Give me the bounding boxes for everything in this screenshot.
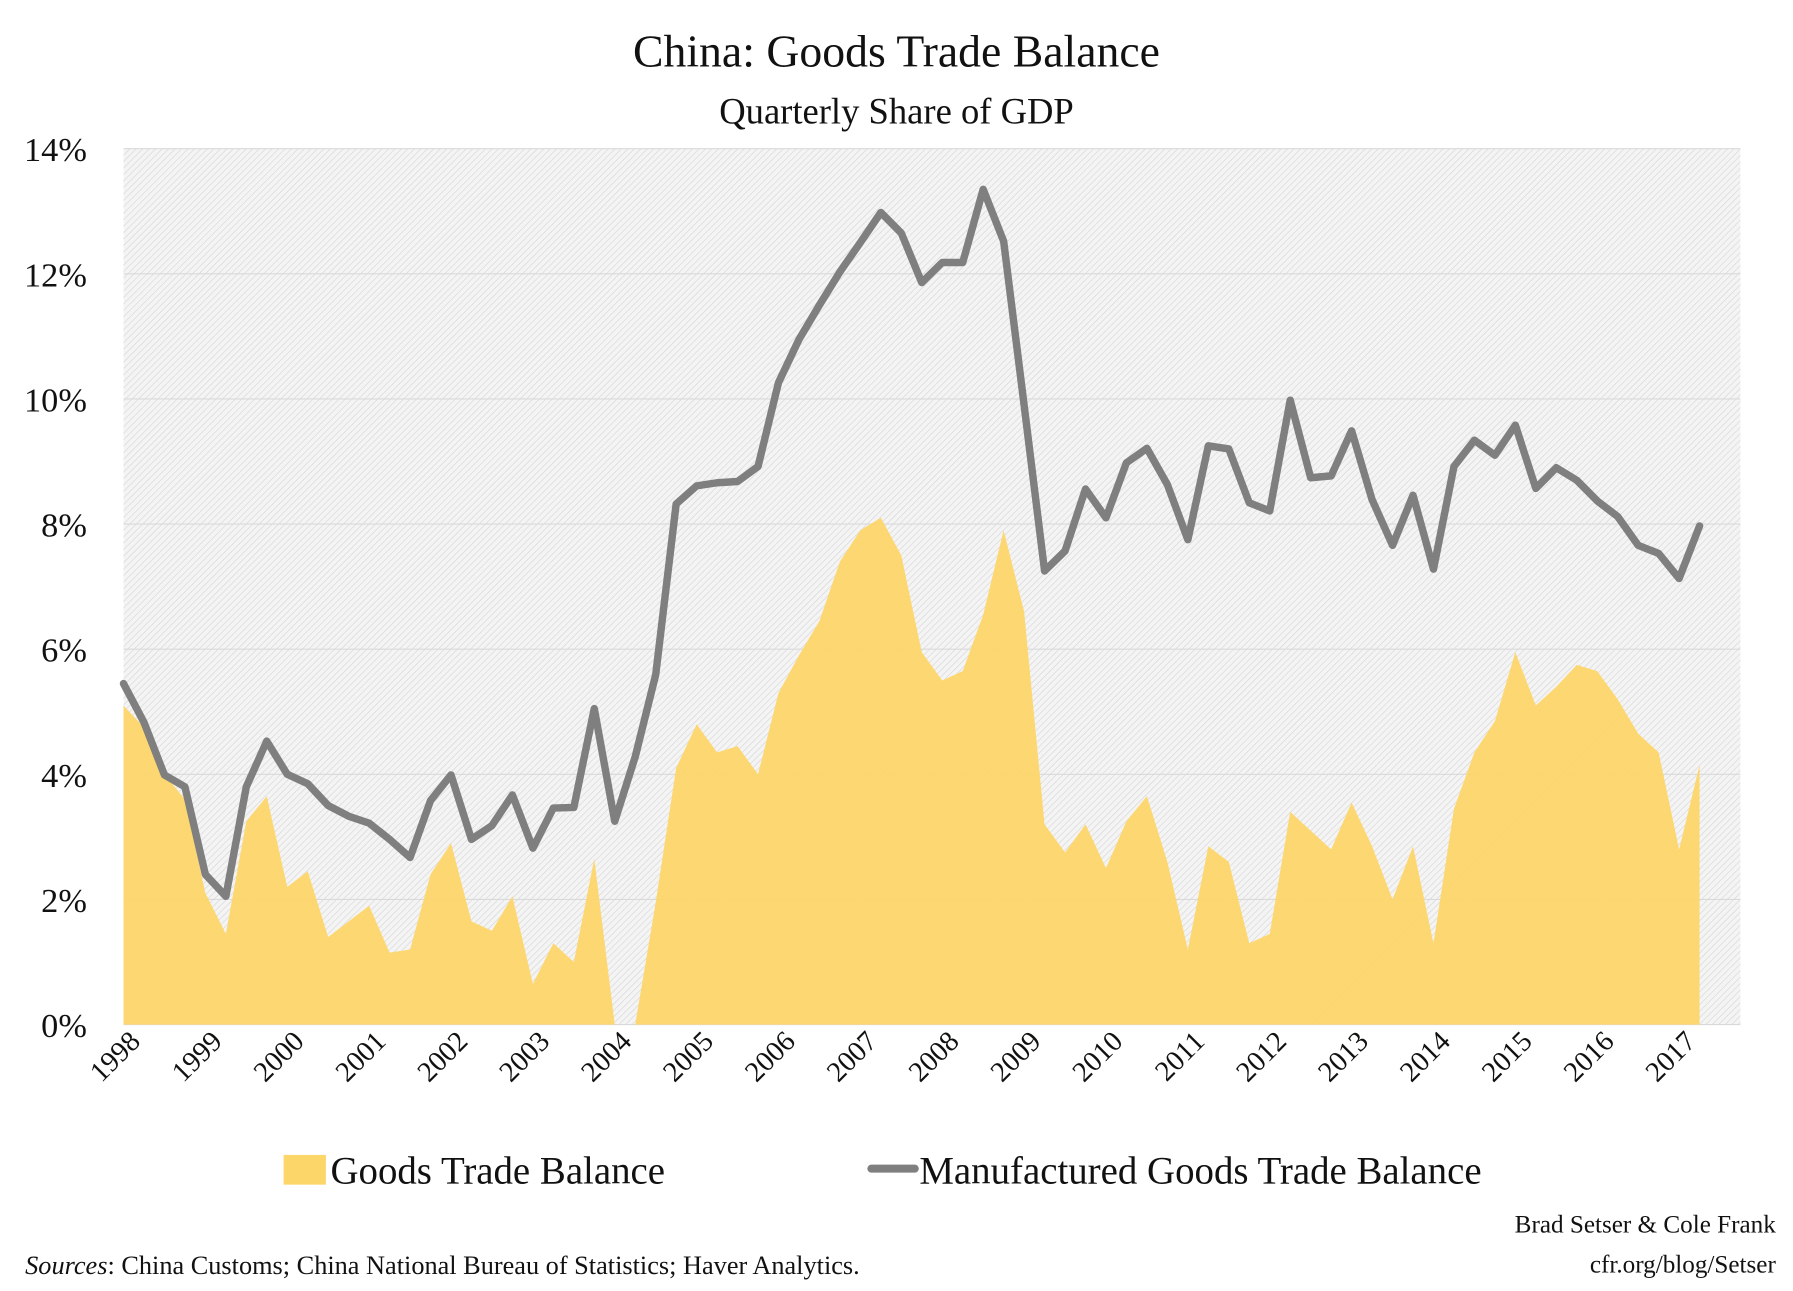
legend-swatch-goods [283, 1154, 326, 1185]
legend-label-manufactured: Manufactured Goods Trade Balance [919, 1150, 1481, 1193]
x-tick-label: 2001 [330, 1026, 392, 1088]
y-tick-label: 2% [41, 882, 87, 920]
x-tick-label: 1999 [166, 1026, 228, 1088]
x-tick-label: 2016 [1558, 1026, 1620, 1088]
series-line-manufactured-goods [119, 185, 1704, 901]
x-tick-label: 1998 [84, 1026, 146, 1088]
y-tick-label: 10% [24, 381, 87, 419]
series-area-goods-trade-balance [123, 517, 1700, 1025]
chart-title: China: Goods Trade Balance [633, 25, 1160, 76]
x-tick-label: 2008 [903, 1026, 965, 1088]
x-tick-label: 2010 [1067, 1026, 1129, 1088]
x-tick-label: 2011 [1150, 1026, 1212, 1088]
author-credit: Brad Setser & Cole Frank [1515, 1212, 1777, 1239]
legend-label-goods: Goods Trade Balance [330, 1150, 665, 1193]
y-tick-label: 0% [41, 1007, 87, 1045]
y-tick-label: 14% [24, 131, 87, 169]
x-tick-label: 2012 [1231, 1026, 1293, 1088]
y-tick-label: 12% [24, 256, 87, 294]
x-tick-label: 2007 [821, 1026, 883, 1088]
x-tick-label: 2005 [658, 1026, 720, 1088]
x-tick-label: 2014 [1394, 1026, 1456, 1088]
x-tick-label: 2009 [985, 1026, 1047, 1088]
legend: Goods Trade Balance Manufactured Goods T… [283, 1150, 1482, 1193]
y-tick-label: 8% [41, 507, 87, 545]
x-tick-label: 2015 [1476, 1026, 1538, 1088]
x-tick-label: 2004 [576, 1026, 638, 1088]
x-tick-label: 2002 [412, 1026, 474, 1088]
y-tick-label: 4% [41, 757, 87, 795]
sources-label: Sources [25, 1251, 107, 1280]
x-tick-label: 2003 [494, 1026, 556, 1088]
x-tick-label: 2006 [739, 1026, 801, 1088]
sources-note: Sources: China Customs; China National B… [25, 1251, 860, 1280]
x-tick-label: 2013 [1313, 1026, 1375, 1088]
chart-subtitle: Quarterly Share of GDP [719, 90, 1074, 131]
sources-text: : China Customs; China National Bureau o… [107, 1251, 859, 1280]
x-tick-label: 2017 [1640, 1026, 1702, 1088]
source-url: cfr.org/blog/Setser [1590, 1252, 1777, 1279]
x-tick-label: 2000 [248, 1026, 310, 1088]
y-tick-label: 6% [41, 632, 87, 670]
